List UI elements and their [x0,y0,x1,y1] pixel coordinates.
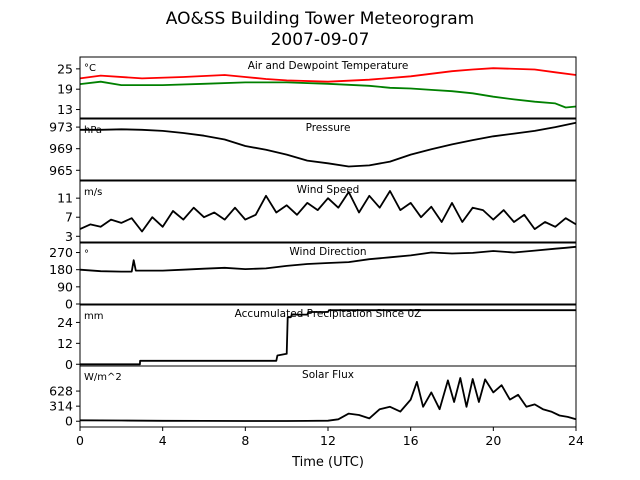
panel-temperature: 13 19 25 Air and Dewpoint Temperature °C [57,56,577,119]
panel-title-pressure: Pressure [306,122,351,134]
y-tick-label-wind-direction: 0 [65,297,73,312]
x-tick-label: 20 [485,433,501,448]
x-tick-label: 12 [320,433,336,448]
y-tick-label-pressure: 969 [49,141,73,156]
panel-frame-wind-direction [79,242,577,305]
y-tick-label-temperature: 19 [57,82,73,97]
y-tick-label-solar-flux: 628 [49,384,73,399]
panel-title-wind-speed: Wind Speed [297,184,360,196]
y-tick-label-precipitation: 0 [65,357,73,372]
panel-unit-pressure: hPa [84,125,102,136]
y-tick-label-solar-flux: 0 [65,414,73,429]
series-line-solar-flux-1 [79,377,577,422]
series-line-temperature-1 [79,67,577,83]
figure-title-line2: 2007-09-07 [271,30,370,50]
y-tick-label-precipitation: 24 [57,315,73,330]
y-tick-label-solar-flux: 314 [49,399,73,414]
panel-title-precipitation: Accumulated Precipitation Since 0Z [235,308,422,320]
y-tick-label-precipitation: 12 [57,336,73,351]
panel-wind-speed: 3 7 11 Wind Speed m/s [57,180,577,244]
panel-unit-temperature: °C [84,63,96,74]
y-tick-label-pressure: 973 [49,120,73,135]
panel-frame-pressure [79,118,577,181]
y-tick-label-wind-speed: 7 [65,210,73,225]
x-tick-label: 4 [159,433,167,448]
y-tick-label-wind-speed: 11 [57,191,73,206]
panel-pressure: 965 969 973 Pressure hPa [49,118,577,181]
panel-unit-solar-flux: W/m^2 [84,372,122,383]
series-line-temperature-2 [79,80,577,109]
x-axis-label: Time (UTC) [291,455,364,470]
y-tick-label-temperature: 13 [57,102,73,117]
y-tick-label-wind-direction: 90 [57,279,73,294]
series-line-pressure-1 [80,121,577,168]
panel-title-temperature: Air and Dewpoint Temperature [248,60,409,72]
y-tick-label-wind-direction: 180 [49,262,73,277]
x-tick-label: 16 [403,433,419,448]
panel-unit-wind-direction: ° [84,249,89,260]
series-line-precipitation-1 [80,309,576,366]
x-tick-label: 24 [568,433,584,448]
series-line-wind-direction-1 [79,245,577,273]
figure-title-line1: AO&SS Building Tower Meteorogram [166,9,474,29]
y-tick-label-temperature: 25 [57,61,73,76]
panel-frame-temperature [79,56,577,119]
y-tick-label-wind-speed: 3 [65,229,73,244]
panel-title-solar-flux: Solar Flux [302,369,354,381]
y-tick-label-pressure: 965 [49,163,73,178]
panel-wind-direction: 0 90 180 270 Wind Direction ° [49,242,577,312]
x-axis: 0 4 8 12 16 20 24 [76,427,584,448]
series-line-wind-speed-1 [79,190,577,233]
panel-frame-wind-speed [79,180,577,243]
panel-precipitation: 0 12 24 Accumulated Precipitation Since 0Z m… [57,304,577,372]
x-tick-label: 8 [241,433,249,448]
y-tick-label-wind-direction: 270 [49,245,73,260]
panel-unit-wind-speed: m/s [84,187,102,198]
panel-title-wind-direction: Wind Direction [289,246,366,258]
x-tick-label: 0 [76,433,84,448]
panel-unit-precipitation: mm [84,311,103,322]
